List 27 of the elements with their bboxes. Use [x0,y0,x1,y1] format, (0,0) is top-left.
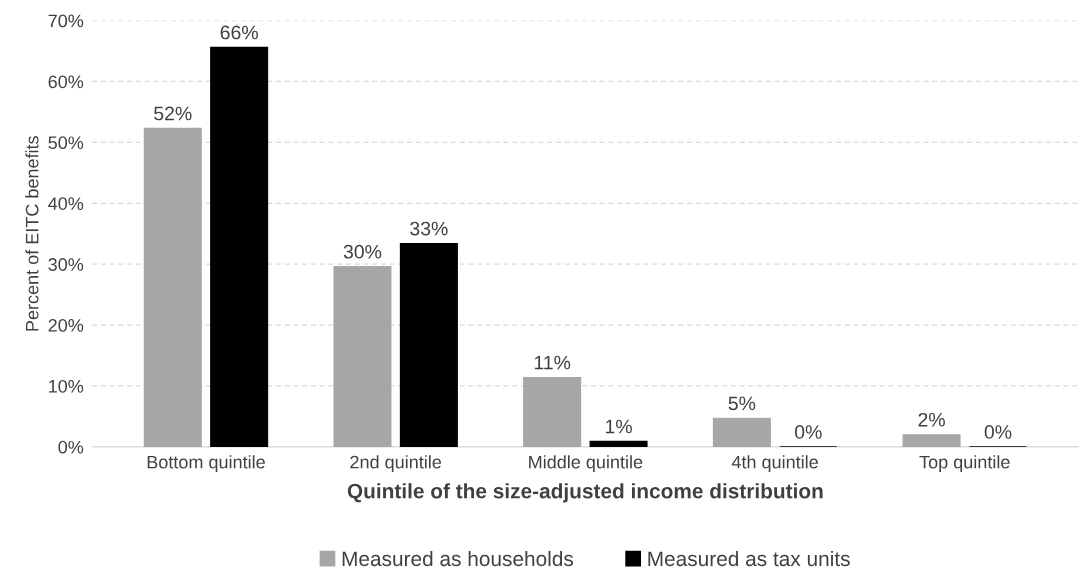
data-label: 30% [343,244,382,259]
y-tick-label: 0% [58,440,84,454]
data-label: 0% [794,425,822,439]
x-axis-title: Quintile of the size-adjusted income distribution [347,483,823,503]
y-tick-label: 20% [48,319,84,332]
y-tick-label: 30% [48,258,84,271]
legend-label: Measured as tax units [648,550,850,567]
x-tick-label: 4th quintile [731,455,818,473]
data-label: 11% [534,355,571,370]
data-label: 52% [154,106,192,121]
x-tick-label: Bottom quintile [147,455,265,473]
y-tick-label: 40% [48,197,84,210]
data-label: 5% [728,396,756,411]
y-axis-title: Percent of EITC benefits [25,136,39,331]
x-tick-label: Top quintile [919,455,1010,473]
y-tick-label: 50% [48,136,84,150]
data-label: 66% [220,25,258,40]
data-label: 2% [918,412,945,427]
legend-label: Measured as households [342,550,574,567]
y-tick-label: 60% [48,75,84,89]
y-tick-label: 70% [48,14,84,28]
x-tick-label: 2nd quintile [350,455,442,473]
x-tick-label: Middle quintile [529,455,643,473]
data-label: 0% [984,425,1012,439]
y-tick-label: 10% [49,379,84,393]
data-label: 1% [605,419,632,434]
data-label: 33% [410,221,448,236]
